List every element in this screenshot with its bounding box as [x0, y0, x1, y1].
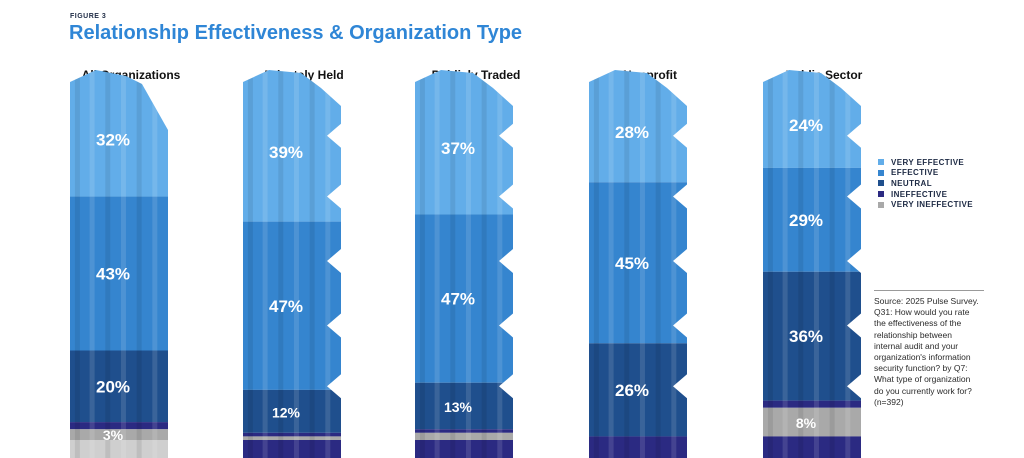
bar-ridge [105, 70, 111, 458]
bar-ridge [465, 70, 471, 458]
data-label: 32% [96, 130, 130, 149]
bar-base [70, 440, 168, 458]
bar-segment [415, 214, 513, 383]
bar-segment [243, 432, 341, 437]
bar-ridge [325, 70, 331, 458]
data-label: 26% [615, 381, 649, 400]
legend-item: EFFECTIVE [878, 168, 973, 179]
bar-segment [589, 343, 687, 437]
bar-segment [589, 182, 687, 344]
figure-label: FIGURE 3 [70, 13, 107, 20]
legend-item: VERY INEFFECTIVE [878, 199, 973, 210]
bar-segment [415, 429, 513, 433]
data-label: 43% [96, 265, 130, 284]
data-label: 28% [615, 123, 649, 142]
legend-label: VERY EFFECTIVE [891, 157, 965, 167]
chart-title: Relationship Effectiveness & Organizatio… [69, 22, 523, 44]
bar-ridge [655, 70, 661, 458]
bar-segment [763, 167, 861, 272]
legend-item: VERY EFFECTIVE [878, 157, 973, 168]
bar-base [243, 440, 341, 458]
bar-ridge [813, 70, 819, 458]
data-label: 45% [615, 254, 649, 273]
bar-ridge [798, 70, 804, 458]
bar-ridge [434, 70, 440, 458]
data-label: 29% [789, 211, 823, 230]
legend: VERY EFFECTIVE EFFECTIVE NEUTRAL INEFFEC… [878, 157, 973, 210]
data-label: 39% [269, 143, 303, 162]
data-label: 13% [444, 399, 473, 415]
bar-segment [415, 70, 513, 215]
bar-ridge [624, 70, 630, 458]
bar-base [763, 436, 861, 458]
legend-swatch [878, 191, 884, 198]
legend-swatch [878, 201, 884, 208]
bar-ridge [671, 70, 677, 458]
bar-ridge [247, 70, 253, 458]
legend-item: INEFFECTIVE [878, 189, 973, 200]
data-label: 36% [789, 327, 823, 346]
legend-label: INEFFECTIVE [891, 189, 948, 199]
bar-ridge [845, 70, 851, 458]
data-label: 20% [96, 377, 130, 396]
legend-swatch [878, 169, 884, 176]
legend-item: NEUTRAL [878, 178, 973, 189]
bar-ridge [278, 70, 284, 458]
bar-segment [589, 436, 687, 440]
bar-segment [70, 196, 168, 351]
bar-ridge [829, 70, 835, 458]
bar-ridge [136, 70, 142, 458]
bar-ridge [608, 70, 614, 458]
bar-segment [763, 407, 861, 437]
bar-ridge [782, 70, 788, 458]
data-label: 12% [272, 404, 301, 420]
bar-segment [763, 271, 861, 401]
data-label: 8% [796, 415, 817, 431]
divider [874, 290, 984, 291]
bar-ridge [419, 70, 425, 458]
bar-ridge [767, 70, 773, 458]
legend-swatch [878, 180, 884, 187]
bar-segment [70, 350, 168, 423]
bar-segment [70, 422, 168, 430]
bar-base [589, 440, 687, 458]
source-note: Source: 2025 Pulse Survey. Q31: How woul… [874, 296, 979, 407]
bar-ridge [309, 70, 315, 458]
data-label: 47% [441, 290, 475, 309]
bar-segment [243, 389, 341, 433]
legend-label: EFFECTIVE [891, 168, 939, 178]
bar-ridge [450, 70, 456, 458]
data-label: 3% [103, 427, 124, 443]
data-label: 24% [789, 116, 823, 135]
bar-ridge [481, 70, 487, 458]
bar-ridge [152, 70, 158, 458]
data-label: 47% [269, 297, 303, 316]
bar-ridge [593, 70, 599, 458]
bar-base [415, 440, 513, 458]
bar-segment [70, 429, 168, 440]
bar-segment [243, 221, 341, 390]
bar-segment [243, 70, 341, 222]
data-label: 37% [441, 139, 475, 158]
bar-ridge [262, 70, 268, 458]
bar-ridge [74, 70, 80, 458]
bar-ridge [293, 70, 299, 458]
bar-segment [763, 400, 861, 408]
bar-segment [415, 382, 513, 430]
bar-ridge [89, 70, 95, 458]
legend-label: NEUTRAL [891, 178, 933, 188]
bar-segment [415, 432, 513, 440]
legend-swatch [878, 159, 884, 166]
bar-ridge [639, 70, 645, 458]
legend-label: VERY INEFFECTIVE [891, 200, 973, 210]
bar-ridge [120, 70, 126, 458]
bar-segment [243, 436, 341, 440]
bar-ridge [497, 70, 503, 458]
